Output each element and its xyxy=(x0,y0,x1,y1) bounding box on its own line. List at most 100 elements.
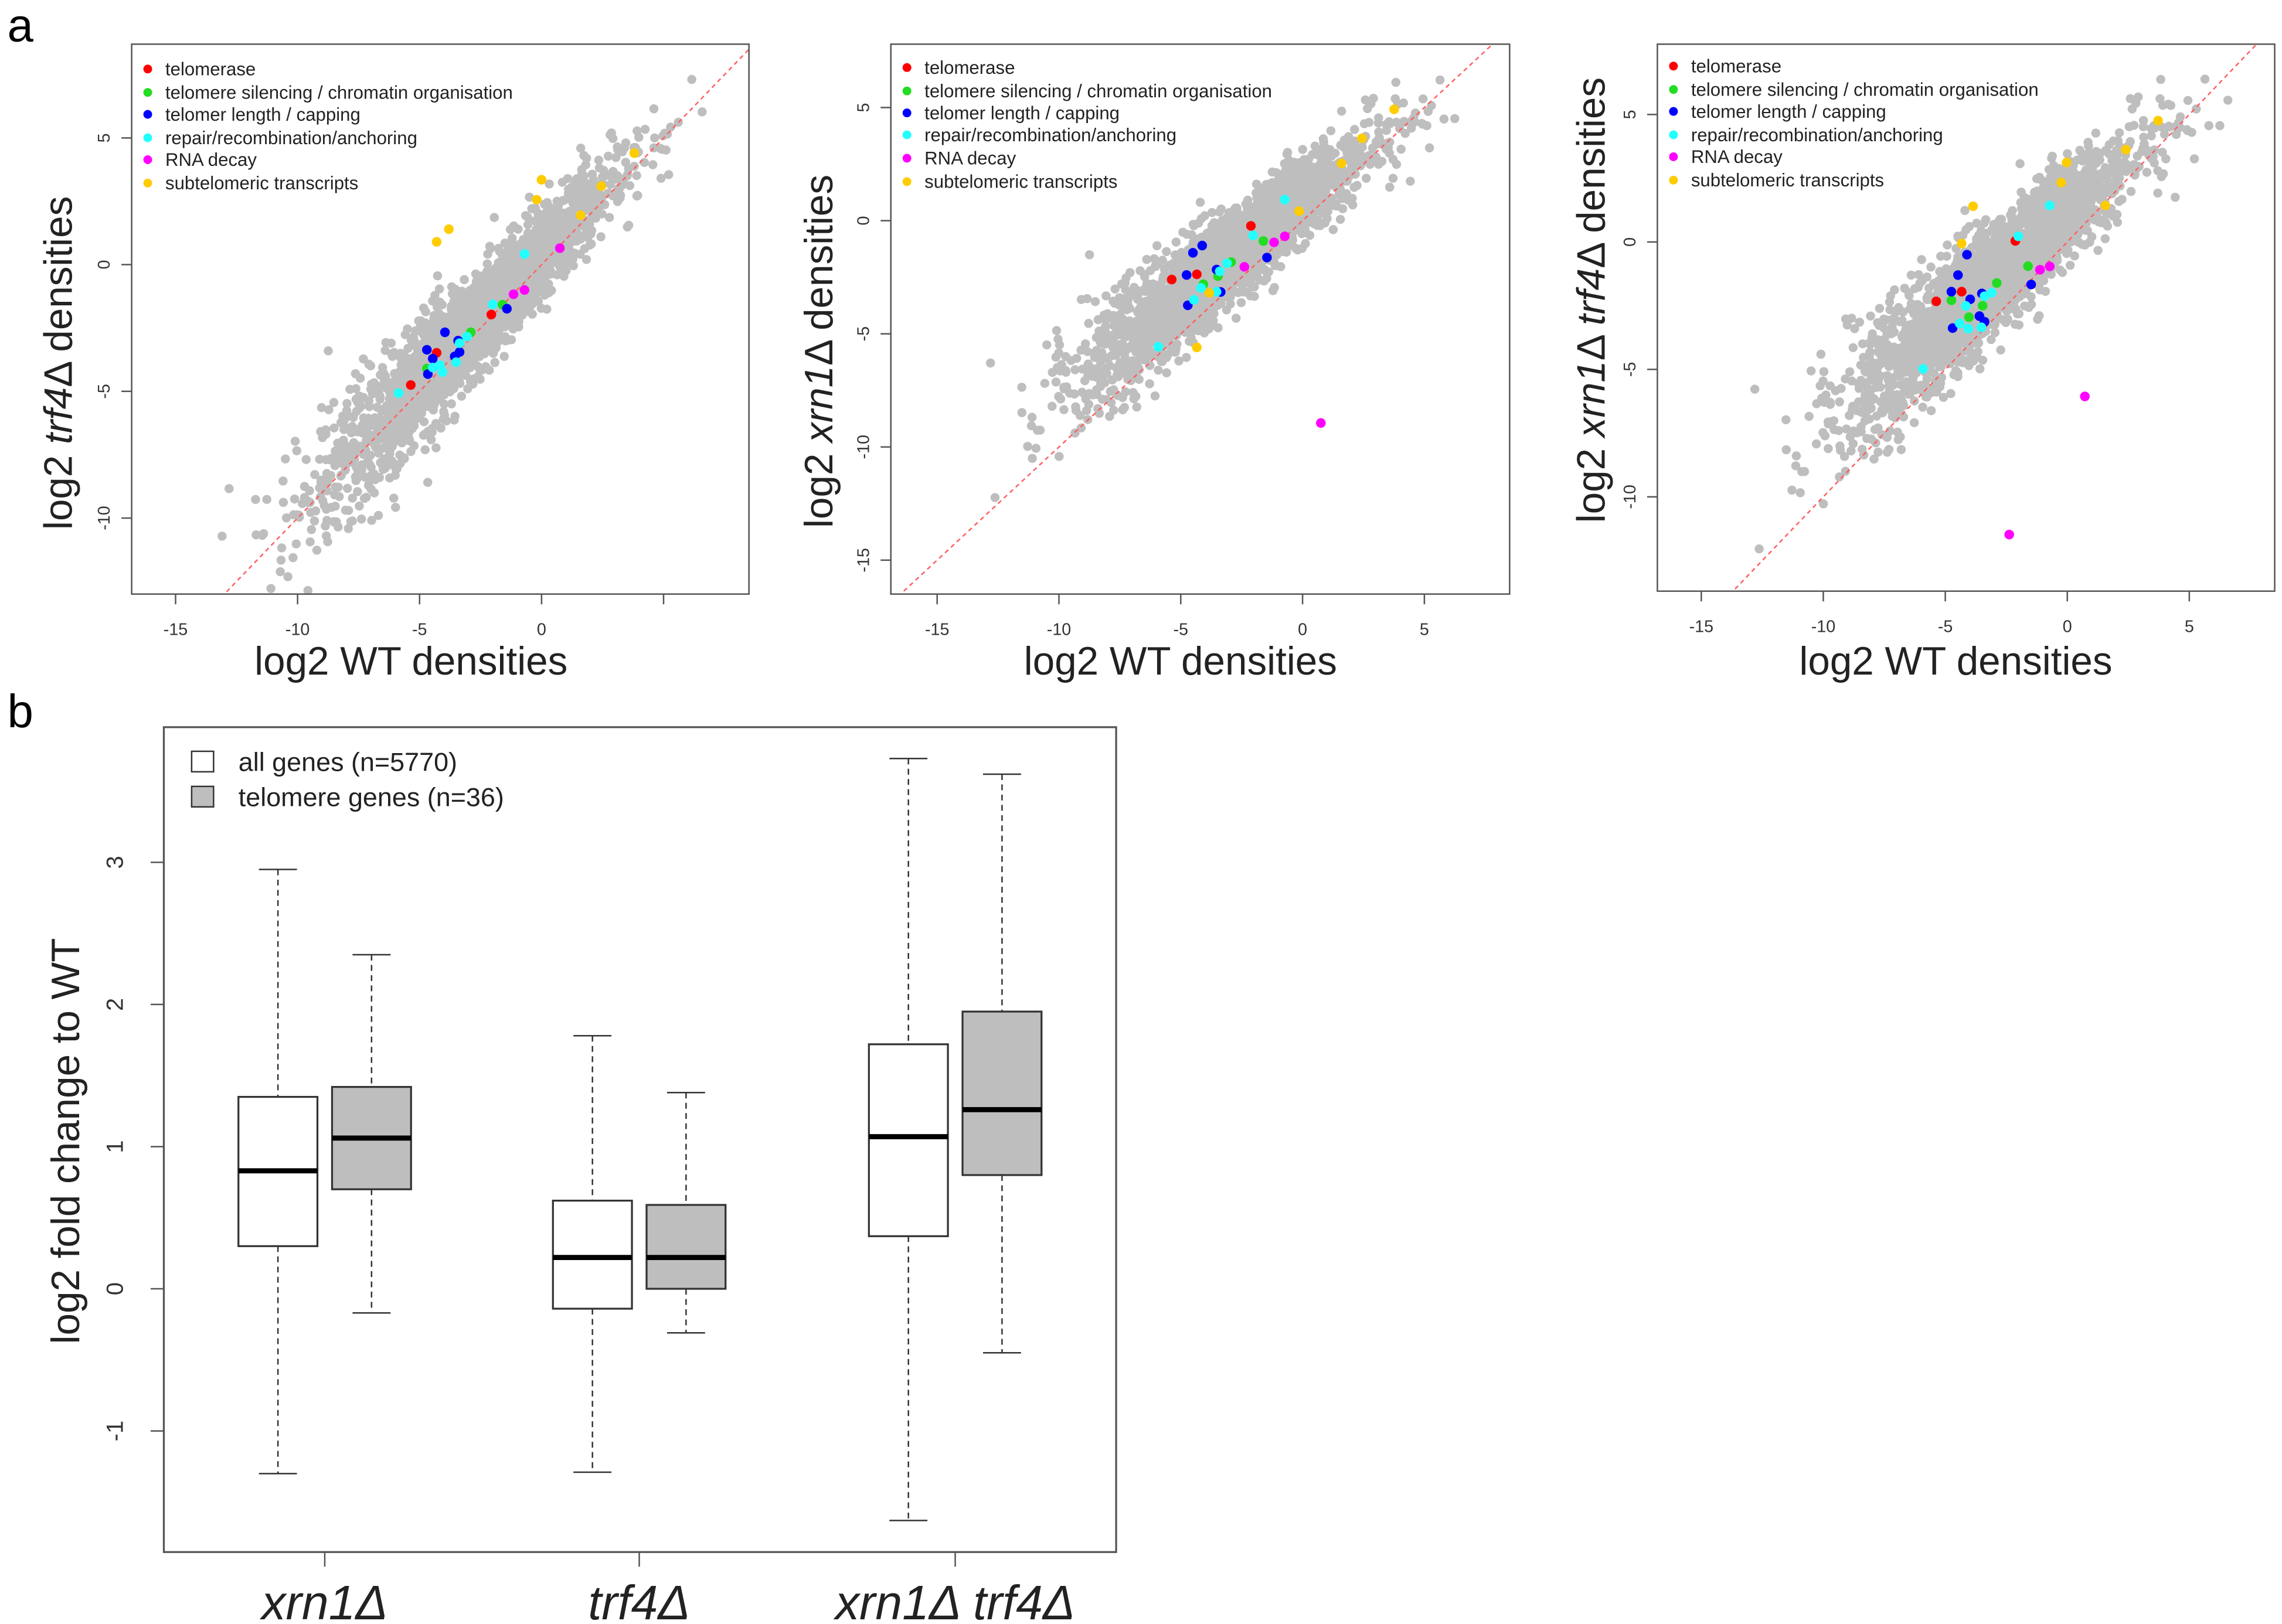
gene-point xyxy=(1196,214,1206,223)
legend-marker xyxy=(902,177,912,186)
gene-point xyxy=(1322,198,1332,207)
gene-point xyxy=(1300,166,1310,176)
gene-point xyxy=(1323,206,1332,216)
highlight-point xyxy=(1357,133,1367,144)
gene-point xyxy=(1090,353,1100,362)
gene-point xyxy=(366,462,376,472)
gene-point xyxy=(2223,96,2233,105)
gene-point xyxy=(1188,255,1198,265)
gene-point xyxy=(1424,143,1434,153)
gene-point xyxy=(342,399,352,408)
highlight-point xyxy=(444,224,454,234)
highlight-point xyxy=(1153,342,1164,352)
gene-point xyxy=(1209,316,1218,325)
gene-point xyxy=(1180,285,1190,295)
gene-point xyxy=(1335,215,1345,224)
gene-point xyxy=(251,530,261,540)
gene-point xyxy=(604,188,614,198)
gene-point xyxy=(573,229,582,239)
gene-point xyxy=(355,373,365,383)
gene-point xyxy=(1391,77,1400,87)
x-tick-label: 5 xyxy=(1420,621,1429,639)
gene-point xyxy=(1054,391,1063,401)
legend-marker xyxy=(143,178,152,188)
gene-point xyxy=(538,233,547,243)
gene-point xyxy=(1123,319,1132,328)
gene-point xyxy=(540,199,549,209)
gene-point xyxy=(427,424,437,433)
gene-point xyxy=(411,410,421,419)
gene-point xyxy=(1152,241,1162,250)
gene-point xyxy=(393,381,403,390)
gene-point xyxy=(1270,230,1280,240)
gene-point xyxy=(348,516,357,526)
gene-point xyxy=(1131,316,1141,326)
gene-point xyxy=(1278,223,1288,233)
legend-marker xyxy=(902,86,912,96)
gene-point xyxy=(1094,373,1104,383)
gene-point xyxy=(1149,296,1159,306)
y-tick-label: 0 xyxy=(854,216,873,226)
highlight-point xyxy=(1188,248,1198,258)
gene-point xyxy=(596,232,606,241)
gene-point xyxy=(1051,377,1061,387)
highlight-point xyxy=(1222,258,1232,268)
gene-point xyxy=(1284,155,1294,165)
gene-point xyxy=(556,254,566,264)
gene-point xyxy=(1336,106,1346,116)
gene-point xyxy=(600,168,610,177)
gene-point xyxy=(1301,173,1311,183)
legend-marker xyxy=(143,64,152,74)
gene-point xyxy=(351,384,361,393)
gene-point xyxy=(587,204,597,214)
gene-point xyxy=(1102,395,1111,404)
gene-point xyxy=(1109,321,1118,331)
gene-point xyxy=(399,360,409,370)
gene-point xyxy=(501,287,511,297)
gene-point xyxy=(1284,169,1294,179)
gene-point xyxy=(1141,287,1150,296)
gene-point xyxy=(574,173,584,183)
gene-point xyxy=(485,281,495,290)
gene-point xyxy=(506,245,515,255)
gene-point xyxy=(1119,325,1128,335)
x-tick-label: -15 xyxy=(925,621,949,639)
gene-point xyxy=(1253,272,1262,281)
gene-point xyxy=(1141,345,1150,354)
gene-point xyxy=(1090,297,1100,307)
highlight-point xyxy=(1204,288,1215,298)
gene-point xyxy=(426,435,436,445)
gene-point xyxy=(1310,141,1320,151)
gene-point xyxy=(1165,328,1175,338)
highlight-point xyxy=(451,357,461,367)
gene-point xyxy=(664,170,674,179)
gene-point xyxy=(594,155,604,165)
gene-point xyxy=(384,460,393,469)
gene-point xyxy=(509,265,519,274)
gene-point xyxy=(1298,145,1307,154)
gene-point xyxy=(455,371,465,380)
gene-point xyxy=(549,211,559,220)
gene-point xyxy=(1975,364,1985,374)
y-tick-label: -5 xyxy=(95,384,114,399)
gene-point xyxy=(447,399,456,408)
gene-point xyxy=(1283,148,1293,157)
gene-point xyxy=(1236,254,1245,264)
series-4 xyxy=(1239,231,1326,428)
gene-point xyxy=(505,314,515,323)
gene-point xyxy=(1195,198,1205,207)
x-tick-label: -15 xyxy=(164,621,188,639)
gene-point xyxy=(471,295,481,304)
gene-point xyxy=(564,240,574,249)
gene-point xyxy=(530,254,540,263)
highlight-point xyxy=(428,353,438,364)
gene-point xyxy=(1304,206,1313,216)
highlight-point xyxy=(1182,270,1192,280)
gene-point xyxy=(513,318,523,328)
x-tick-label: -5 xyxy=(412,621,427,639)
gene-point xyxy=(632,171,641,181)
gene-point xyxy=(400,330,410,339)
gene-point xyxy=(656,173,666,183)
gene-point xyxy=(544,222,553,231)
